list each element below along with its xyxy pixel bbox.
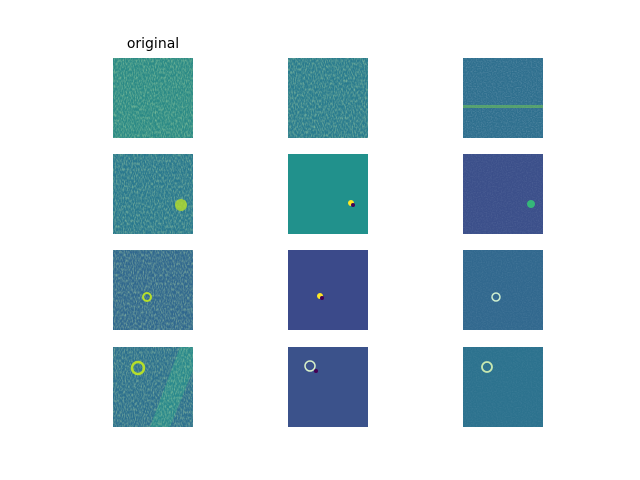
image-texture [113, 347, 193, 427]
image-texture [463, 154, 543, 234]
panel [113, 154, 193, 234]
image-texture [113, 154, 193, 234]
image-blob [491, 292, 501, 302]
image-texture [463, 250, 543, 330]
image-blob [351, 203, 355, 207]
image-texture [113, 250, 193, 330]
panel [463, 154, 543, 234]
panel [288, 347, 368, 427]
image-blob [130, 360, 146, 376]
image-blob [320, 296, 324, 300]
panel [288, 250, 368, 330]
image-texture [288, 58, 368, 138]
image-texture [463, 347, 543, 427]
panel [288, 154, 368, 234]
image-blob [314, 369, 318, 373]
image [288, 154, 368, 234]
image [288, 250, 368, 330]
panel [113, 58, 193, 138]
image-texture [463, 58, 543, 138]
image-streak [463, 105, 543, 108]
image-blob [527, 200, 535, 208]
image-texture [113, 58, 193, 138]
image [288, 347, 368, 427]
panel [113, 250, 193, 330]
image-blob [142, 292, 152, 302]
panel [113, 347, 193, 427]
panel [463, 347, 543, 427]
image-blob [175, 199, 187, 211]
panel [463, 58, 543, 138]
image-blob [481, 361, 493, 373]
panel [463, 250, 543, 330]
image-blob [304, 360, 316, 372]
panel [288, 58, 368, 138]
panel-title: original [127, 36, 179, 52]
